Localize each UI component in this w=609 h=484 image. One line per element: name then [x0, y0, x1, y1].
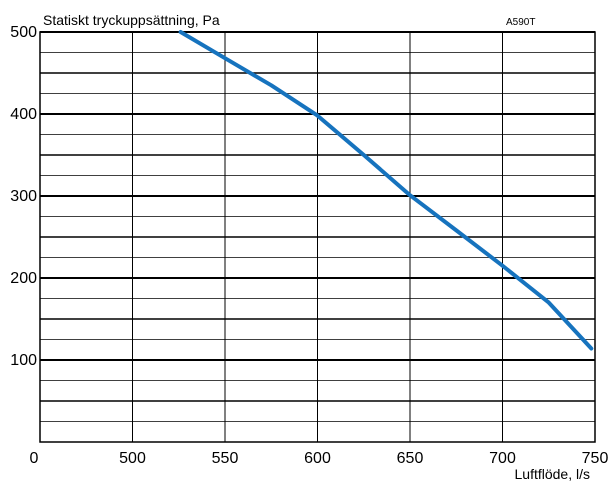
x-tick-label: 500	[119, 450, 146, 467]
x-tick-label: 700	[489, 450, 516, 467]
plot-frame	[39, 31, 596, 443]
labels: Statiskt tryckuppsättning, Pa A590T Luft…	[10, 12, 608, 482]
x-tick-label: 750	[582, 450, 609, 467]
y-tick-label: 400	[10, 106, 37, 123]
series-line	[178, 30, 594, 351]
y-tick-label: 200	[10, 270, 37, 287]
chart-code: A590T	[506, 17, 535, 28]
curve-layer	[178, 30, 594, 351]
chart-title: Statiskt tryckuppsättning, Pa	[43, 12, 220, 28]
x-tick-label: 0	[30, 450, 39, 467]
y-tick-label: 100	[10, 352, 37, 369]
grid	[39, 31, 596, 443]
y-tick-label: 300	[10, 188, 37, 205]
x-axis-label: Luftflöde, l/s	[515, 466, 591, 482]
y-tick-label: 500	[10, 24, 37, 41]
x-tick-label: 650	[397, 450, 424, 467]
x-tick-label: 600	[304, 450, 331, 467]
x-tick-label: 550	[212, 450, 239, 467]
